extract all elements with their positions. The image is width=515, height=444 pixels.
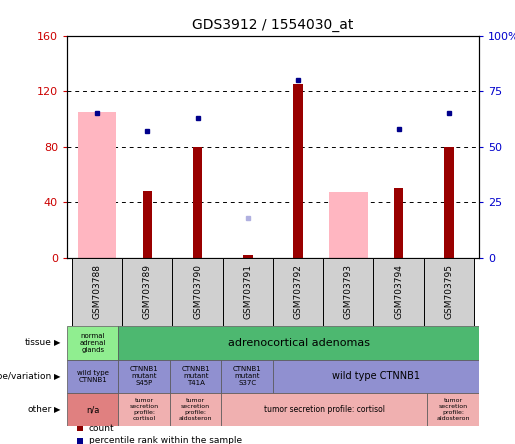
Bar — [122, 258, 173, 326]
Text: genotype/variation: genotype/variation — [0, 372, 52, 381]
Text: other: other — [27, 405, 52, 414]
Bar — [221, 393, 427, 426]
Bar — [67, 393, 118, 426]
Bar — [424, 258, 474, 326]
Bar — [67, 326, 118, 360]
Bar — [221, 360, 273, 393]
Bar — [273, 258, 323, 326]
Text: count: count — [89, 424, 114, 433]
Bar — [78, 112, 116, 258]
Text: ▶: ▶ — [54, 405, 61, 414]
Text: tumor
secretion
profile:
aldosteron: tumor secretion profile: aldosteron — [179, 398, 213, 421]
Bar — [170, 393, 221, 426]
Text: CTNNB1
mutant
T41A: CTNNB1 mutant T41A — [181, 366, 210, 386]
Text: GSM703791: GSM703791 — [243, 265, 252, 319]
Text: GSM703792: GSM703792 — [294, 265, 303, 319]
Text: CTNNB1
mutant
S37C: CTNNB1 mutant S37C — [233, 366, 262, 386]
Bar — [427, 393, 479, 426]
Title: GDS3912 / 1554030_at: GDS3912 / 1554030_at — [192, 18, 354, 32]
Text: wild type CTNNB1: wild type CTNNB1 — [332, 371, 420, 381]
Text: wild type
CTNNB1: wild type CTNNB1 — [77, 370, 109, 383]
Text: GSM703790: GSM703790 — [193, 265, 202, 319]
Bar — [243, 255, 253, 258]
Bar — [373, 258, 424, 326]
Text: GSM703795: GSM703795 — [444, 265, 453, 319]
Bar — [118, 393, 170, 426]
Text: GSM703788: GSM703788 — [93, 265, 101, 319]
Bar — [118, 326, 479, 360]
Bar — [323, 258, 373, 326]
Text: adrenocortical adenomas: adrenocortical adenomas — [228, 338, 370, 348]
Bar — [273, 360, 479, 393]
Text: tumor
secretion
profile:
aldosteron: tumor secretion profile: aldosteron — [436, 398, 470, 421]
Bar — [67, 360, 118, 393]
Text: ▶: ▶ — [54, 372, 61, 381]
Bar — [394, 188, 403, 258]
Text: GSM703794: GSM703794 — [394, 265, 403, 319]
Bar — [170, 360, 221, 393]
Bar — [173, 258, 222, 326]
Text: GSM703793: GSM703793 — [344, 265, 353, 319]
Bar — [118, 360, 170, 393]
Text: CTNNB1
mutant
S45P: CTNNB1 mutant S45P — [130, 366, 159, 386]
Bar — [222, 258, 273, 326]
Text: n/a: n/a — [86, 405, 99, 414]
Text: tissue: tissue — [25, 338, 52, 348]
Bar — [193, 147, 202, 258]
Bar — [329, 192, 368, 258]
Text: normal
adrenal
glands: normal adrenal glands — [79, 333, 106, 353]
Text: tumor secretion profile: cortisol: tumor secretion profile: cortisol — [264, 405, 385, 414]
Bar — [293, 84, 303, 258]
Text: ▶: ▶ — [54, 338, 61, 348]
Text: percentile rank within the sample: percentile rank within the sample — [89, 436, 242, 444]
Bar — [72, 258, 122, 326]
Text: GSM703789: GSM703789 — [143, 265, 152, 319]
Bar — [444, 147, 454, 258]
Bar — [143, 191, 152, 258]
Text: tumor
secretion
profile:
cortisol: tumor secretion profile: cortisol — [130, 398, 159, 421]
